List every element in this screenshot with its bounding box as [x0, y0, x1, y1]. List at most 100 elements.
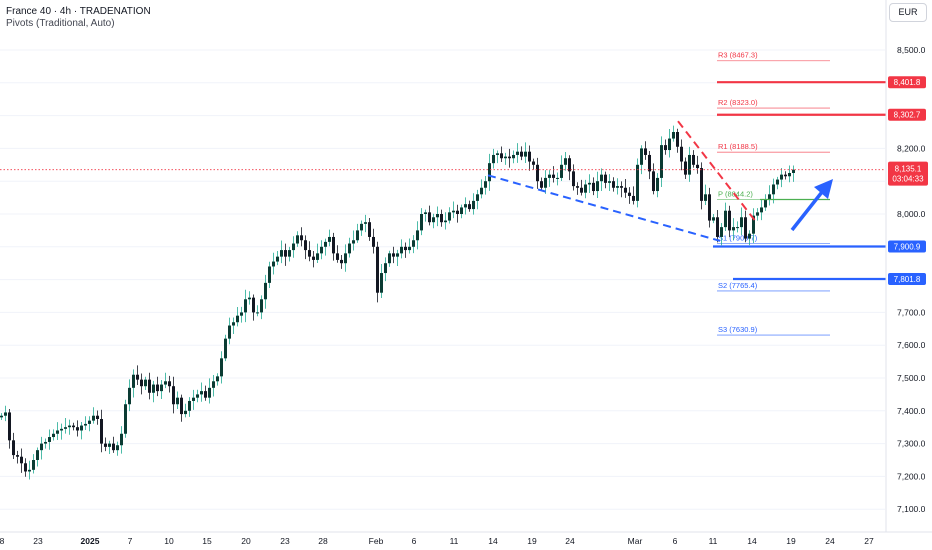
pivot-label: R1 (8188.5) [718, 142, 758, 151]
candle-body [364, 222, 367, 224]
y-tick-label: 7,600.0 [897, 340, 926, 350]
pivot-label: S2 (7765.4) [718, 281, 758, 290]
resistance-trendline[interactable] [677, 120, 758, 224]
candle-body [748, 233, 751, 239]
candle-body [344, 253, 347, 264]
indicator-label[interactable]: Pivots (Traditional, Auto) [6, 18, 115, 29]
x-tick-label: 2025 [81, 536, 100, 546]
candle-body [44, 441, 47, 444]
x-tick-label: 15 [202, 536, 212, 546]
candle-body [776, 179, 779, 185]
candle-body [760, 207, 763, 213]
candle-body [176, 397, 179, 405]
drawing-annotations[interactable] [0, 120, 886, 242]
x-tick-label: 24 [565, 536, 575, 546]
x-tick-label: Mar [628, 536, 643, 546]
candle-body [732, 227, 735, 231]
candle-body [536, 164, 539, 182]
candle-body [64, 427, 67, 429]
candle-body [596, 181, 599, 192]
bullish-arrow-head[interactable] [814, 179, 833, 199]
candle-body [664, 145, 667, 151]
candle-body [668, 138, 671, 151]
candle-body [388, 253, 391, 264]
candle-body [28, 469, 31, 472]
candle-body [244, 299, 247, 313]
candle-body [468, 204, 471, 210]
x-tick-label: 14 [488, 536, 498, 546]
candle-body [472, 200, 475, 210]
candle-body [260, 299, 263, 313]
candle-body [312, 256, 315, 260]
candle-body [88, 420, 91, 424]
candle-body [508, 156, 511, 159]
candle-body [616, 186, 619, 188]
candle-body [100, 419, 103, 444]
x-tick-label: 10 [164, 536, 174, 546]
candle-body [196, 394, 199, 398]
candle-body [396, 253, 399, 257]
candle-body [236, 315, 239, 323]
y-tick-label: 7,300.0 [897, 439, 926, 449]
candle-body [232, 322, 235, 326]
candle-body [92, 415, 95, 421]
candle-body [8, 412, 11, 441]
candle-body [148, 379, 151, 393]
pivot-label: S1 (7909.7) [718, 234, 758, 243]
candle-body [628, 192, 631, 196]
candle-body [108, 443, 111, 447]
pivot-label: R3 (8467.3) [718, 51, 758, 60]
candle-body [308, 250, 311, 257]
candle-body [676, 132, 679, 147]
price-badge [888, 76, 926, 89]
candle-body [740, 217, 743, 228]
candle-body [712, 217, 715, 221]
candle-body [704, 194, 707, 201]
x-tick-label: 7 [128, 536, 133, 546]
candle-body [548, 174, 551, 178]
candle-body [252, 297, 255, 313]
candle-body [672, 132, 675, 139]
candle-body [476, 194, 479, 201]
x-tick-label: 14 [747, 536, 757, 546]
candle-body [488, 163, 491, 182]
bullish-arrow-shaft[interactable] [790, 190, 824, 232]
currency-selector[interactable]: EUR [889, 3, 927, 22]
candle-body [516, 151, 519, 155]
candle-body [416, 230, 419, 241]
candle-body [588, 182, 591, 185]
key-level-lines[interactable] [713, 81, 886, 281]
candle-body [452, 210, 455, 213]
y-tick-label: 8,200.0 [897, 143, 926, 153]
candle-body [636, 164, 639, 201]
candle-body [708, 194, 711, 221]
support-trendline[interactable] [487, 174, 721, 242]
candle-body [356, 230, 359, 241]
x-tick-label: 8 [0, 536, 5, 546]
candle-body [420, 214, 423, 231]
candle-body [444, 220, 447, 223]
candle-body [16, 455, 19, 457]
candle-body [736, 227, 739, 229]
price-badge-label: 8,401.8 [894, 78, 921, 87]
price-badge [888, 273, 926, 286]
y-tick-label: 7,500.0 [897, 373, 926, 383]
candle-body [400, 246, 403, 254]
candle-body [188, 400, 191, 411]
candle-body [248, 297, 251, 300]
candle-body [768, 194, 771, 200]
candle-body [520, 151, 523, 157]
candle-body [296, 235, 299, 244]
candle-body [552, 174, 555, 178]
candle-body [72, 425, 75, 428]
candle-body [112, 443, 115, 451]
candle-body [60, 428, 63, 431]
candle-body [164, 381, 167, 385]
x-tick-label: 19 [527, 536, 537, 546]
candle-body [340, 259, 343, 264]
price-badge-label: 7,900.9 [894, 243, 921, 252]
x-tick-label: 11 [450, 536, 459, 546]
y-tick-label: 8,000.0 [897, 209, 926, 219]
candle-body [440, 214, 443, 223]
